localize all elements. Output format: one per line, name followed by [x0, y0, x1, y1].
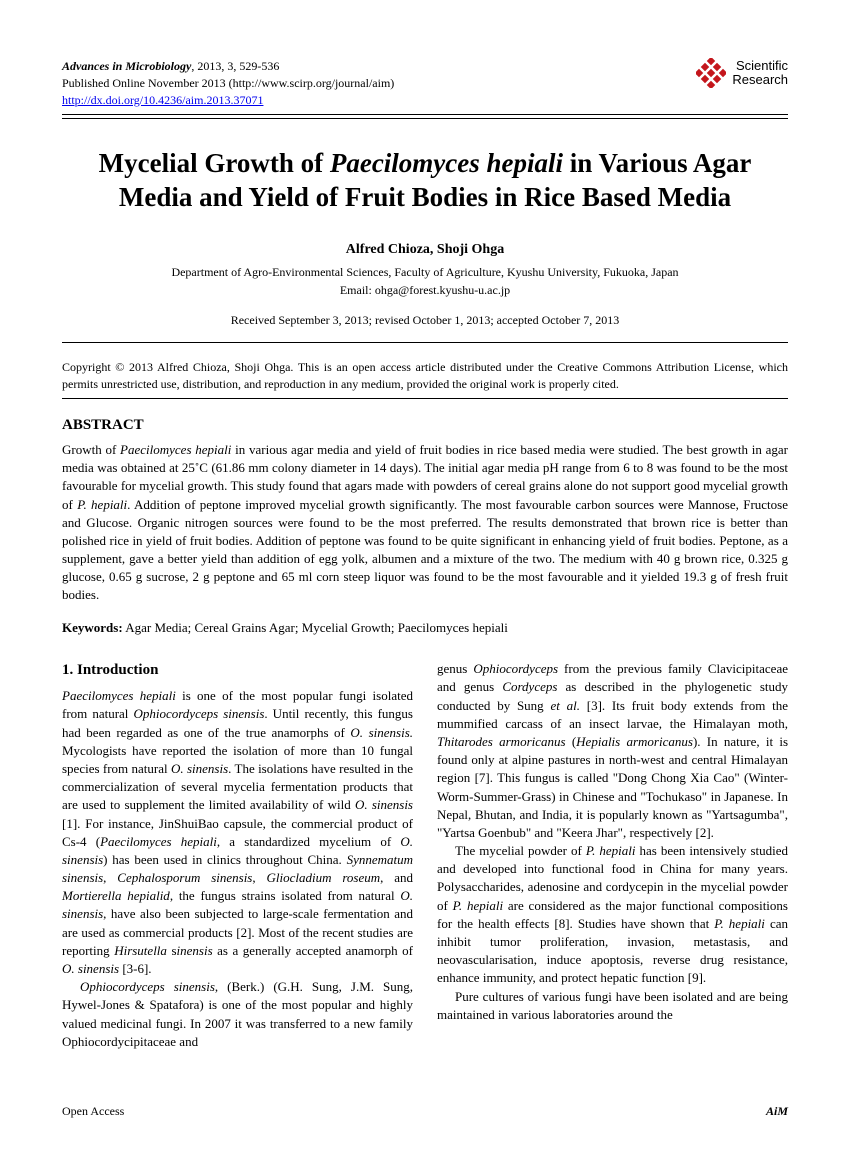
- col2-para-3: Pure cultures of various fungi have been…: [437, 988, 788, 1024]
- column-right: genus Ophiocordyceps from the previous f…: [437, 660, 788, 1051]
- citation-info: , 2013, 3, 529-536: [191, 59, 279, 73]
- intro-para-2: Ophiocordyceps sinensis, (Berk.) (G.H. S…: [62, 978, 413, 1051]
- affiliation: Department of Agro-Environmental Science…: [62, 264, 788, 280]
- body-columns: 1. Introduction Paecilomyces hepiali is …: [62, 660, 788, 1051]
- doi-link[interactable]: http://dx.doi.org/10.4236/aim.2013.37071: [62, 93, 263, 107]
- abstract-body: Growth of Paecilomyces hepiali in variou…: [62, 441, 788, 605]
- copyright: Copyright © 2013 Alfred Chioza, Shoji Oh…: [62, 359, 788, 391]
- header-rule: [62, 114, 788, 115]
- email: Email: ohga@forest.kyushu-u.ac.jp: [62, 282, 788, 298]
- keywords: Keywords: Agar Media; Cereal Grains Agar…: [62, 619, 788, 637]
- footer-left: Open Access: [62, 1103, 124, 1119]
- col2-para-2: The mycelial powder of P. hepiali has be…: [437, 842, 788, 988]
- col2-para-1: genus Ophiocordyceps from the previous f…: [437, 660, 788, 842]
- diamond-icon: [696, 58, 726, 88]
- footer-right: AiM: [766, 1103, 788, 1119]
- authors: Alfred Chioza, Shoji Ohga: [62, 241, 788, 260]
- keywords-label: Keywords:: [62, 620, 123, 635]
- abstract-heading: ABSTRACT: [62, 415, 788, 435]
- publisher-logo: Scientific Research: [696, 58, 788, 88]
- journal-name: Advances in Microbiology: [62, 59, 191, 73]
- logo-line1: Scientific: [732, 59, 788, 73]
- logo-line2: Research: [732, 73, 788, 87]
- logo-text: Scientific Research: [732, 59, 788, 88]
- copyright-rule: [62, 398, 788, 399]
- column-left: 1. Introduction Paecilomyces hepiali is …: [62, 660, 413, 1051]
- published-line: Published Online November 2013 (http://w…: [62, 76, 394, 90]
- dates: Received September 3, 2013; revised Octo…: [62, 312, 788, 328]
- header-rule-2: [62, 118, 788, 119]
- dates-rule: [62, 342, 788, 343]
- header-citation: Advances in Microbiology, 2013, 3, 529-5…: [62, 58, 394, 108]
- intro-heading: 1. Introduction: [62, 660, 413, 681]
- footer: Open Access AiM: [62, 1103, 788, 1119]
- intro-para-1: Paecilomyces hepiali is one of the most …: [62, 687, 413, 978]
- paper-title: Mycelial Growth of Paecilomyces hepiali …: [62, 147, 788, 215]
- header-row: Advances in Microbiology, 2013, 3, 529-5…: [62, 58, 788, 108]
